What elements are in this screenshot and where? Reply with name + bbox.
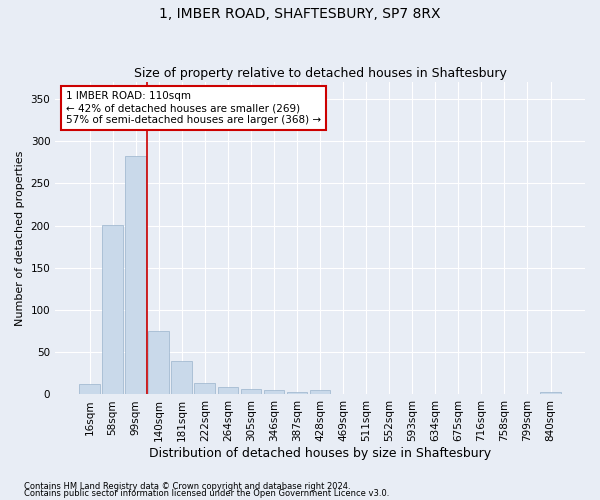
Bar [241, 390, 262, 394]
Text: Contains public sector information licensed under the Open Government Licence v3: Contains public sector information licen… [24, 489, 389, 498]
Text: 1, IMBER ROAD, SHAFTESBURY, SP7 8RX: 1, IMBER ROAD, SHAFTESBURY, SP7 8RX [159, 8, 441, 22]
Bar [287, 392, 307, 394]
Bar [194, 384, 215, 394]
Bar [218, 387, 238, 394]
Bar [172, 360, 192, 394]
Bar [540, 392, 561, 394]
Y-axis label: Number of detached properties: Number of detached properties [15, 150, 25, 326]
X-axis label: Distribution of detached houses by size in Shaftesbury: Distribution of detached houses by size … [149, 447, 491, 460]
Title: Size of property relative to detached houses in Shaftesbury: Size of property relative to detached ho… [134, 66, 506, 80]
Bar [79, 384, 100, 394]
Bar [102, 224, 123, 394]
Text: 1 IMBER ROAD: 110sqm
← 42% of detached houses are smaller (269)
57% of semi-deta: 1 IMBER ROAD: 110sqm ← 42% of detached h… [66, 92, 321, 124]
Bar [310, 390, 331, 394]
Bar [125, 156, 146, 394]
Text: Contains HM Land Registry data © Crown copyright and database right 2024.: Contains HM Land Registry data © Crown c… [24, 482, 350, 491]
Bar [263, 390, 284, 394]
Bar [148, 331, 169, 394]
